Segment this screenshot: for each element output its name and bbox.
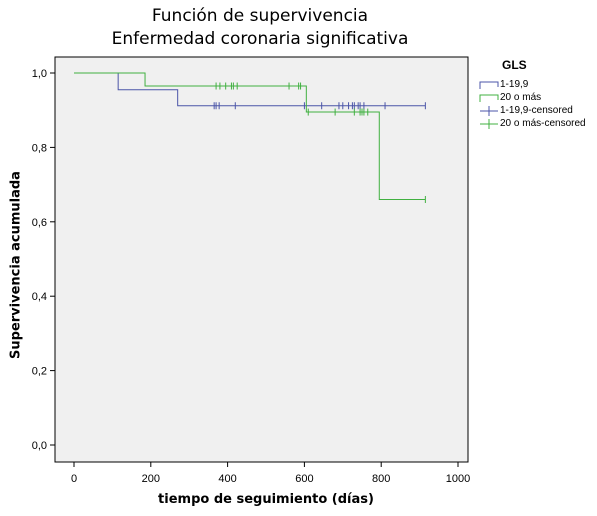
legend-label: 20 o más [500,92,542,103]
y-tick-label: 0,2 [32,366,47,378]
y-tick-label: 1,0 [32,68,47,80]
x-tick-label: 800 [372,473,390,485]
legend-item: 20 o más [478,91,586,104]
series-2 [74,72,426,203]
y-tick-label: 0,0 [32,440,47,452]
x-tick-label: 400 [218,473,236,485]
x-tick-label: 0 [71,473,77,485]
legend-censor-swatch [480,118,498,129]
legend-title: GLS [502,58,527,72]
x-tick-label: 600 [295,473,313,485]
plot-area [54,56,469,463]
y-tick-label: 0,8 [32,142,47,154]
legend-censor-swatch [480,105,498,116]
axes: 0,0 0,2 0,4 0,6 0,8 1,0 0 200 400 600 800 1000 [32,68,471,485]
legend-item: 1-19,9 [478,78,586,91]
legend-item: 1-19,9-censored [478,104,586,117]
legend-label: 20 o más-censored [500,118,586,129]
series-group [74,72,426,203]
legend-label: 1-19,9-censored [500,105,573,116]
y-tick-label: 0,4 [32,291,47,303]
legend-step-swatch [479,81,499,89]
legend-label: 1-19,9 [500,79,529,90]
x-tick-label: 1000 [446,473,470,485]
x-tick-label: 200 [142,473,160,485]
chart-subtitle: Enfermedad coronaria significativa [111,29,409,49]
legend-item: 20 o más-censored [478,117,586,130]
survival-step-line [74,72,426,200]
legend-step-swatch [479,94,499,102]
x-axis-label: tiempo de seguimiento (días) [158,492,374,507]
chart-title: Función de supervivencia [151,6,369,26]
legend: 1-19,9 20 o más 1-19,9-censored 20 o más-ce… [478,78,586,130]
y-axis-label: Supervivencia acumulada [8,171,24,359]
y-tick-label: 0,6 [32,217,47,229]
